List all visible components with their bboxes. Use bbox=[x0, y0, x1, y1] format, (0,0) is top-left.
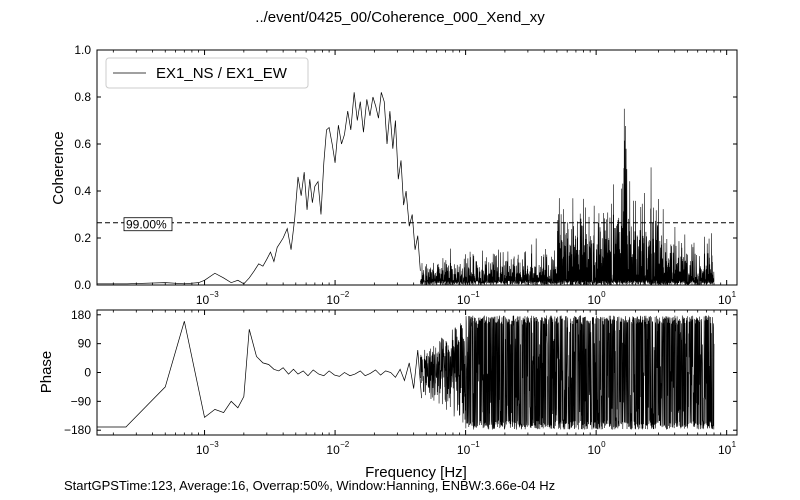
bot-ytick-label: 0 bbox=[84, 366, 91, 380]
x-axis-label: Frequency [Hz] bbox=[365, 464, 467, 481]
top-xtick-label: 10 bbox=[326, 293, 340, 307]
legend: EX1_NS / EX1_EW bbox=[105, 57, 309, 89]
legend-entry: EX1_NS / EX1_EW bbox=[156, 65, 288, 82]
top-ytick-label: 0.4 bbox=[74, 184, 91, 198]
coherence-noise-trace bbox=[420, 108, 715, 286]
top-xtick-exponent: 1 bbox=[732, 290, 737, 299]
threshold-label-box bbox=[123, 217, 173, 232]
top-ytick-label: 0.6 bbox=[74, 137, 91, 151]
coherence-panel: 99.00% 0.00.20.40.60.81.010 −3 10 −2 10 −1 10 0… bbox=[50, 43, 738, 307]
top-ytick-label: 0.8 bbox=[74, 90, 91, 104]
top-xtick-exponent: −1 bbox=[471, 290, 481, 299]
top-xtick-label: 10 bbox=[196, 293, 210, 307]
bot-series-line bbox=[97, 321, 422, 428]
top-ytick-label: 0.0 bbox=[74, 278, 91, 292]
bot-xtick-exponent: −2 bbox=[340, 440, 350, 449]
bot-xtick-exponent: 1 bbox=[732, 440, 737, 449]
bot-xtick-exponent: −3 bbox=[210, 440, 220, 449]
top-ytick-label: 1.0 bbox=[74, 43, 91, 57]
bot-ytick-label: 180 bbox=[71, 308, 91, 322]
top-xtick-exponent: −2 bbox=[340, 290, 350, 299]
top-xtick-exponent: 0 bbox=[601, 290, 606, 299]
bot-ytick-label: −90 bbox=[71, 394, 92, 408]
figure-title: ../event/0425_00/Coherence_000_Xend_xy bbox=[255, 9, 545, 26]
threshold-label: 99.00% bbox=[126, 218, 167, 232]
bot-ytick-label: 90 bbox=[78, 337, 92, 351]
bot-xtick-exponent: −1 bbox=[471, 440, 481, 449]
phase-noise-trace bbox=[420, 315, 715, 430]
top-ytick-label: 0.2 bbox=[74, 231, 91, 245]
bot-xtick-label: 10 bbox=[326, 443, 340, 457]
top-series-line bbox=[97, 92, 421, 285]
top-xtick-label: 10 bbox=[457, 293, 471, 307]
top-plot-frame bbox=[96, 49, 738, 286]
bot-xtick-label: 10 bbox=[718, 443, 732, 457]
footer-info: StartGPSTime:123, Average:16, Overrap:50… bbox=[64, 478, 555, 493]
legend-box bbox=[105, 57, 309, 89]
phase-ylabel: Phase bbox=[38, 351, 55, 394]
top-series-line-dense bbox=[420, 108, 715, 286]
bot-series-line-dense bbox=[420, 315, 715, 430]
coherence-ylabel: Coherence bbox=[50, 131, 67, 204]
bot-xtick-label: 10 bbox=[457, 443, 471, 457]
bot-xtick-label: 10 bbox=[587, 443, 601, 457]
bot-ytick-label: −180 bbox=[64, 423, 91, 437]
top-xtick-exponent: −3 bbox=[210, 290, 220, 299]
top-xtick-label: 10 bbox=[718, 293, 732, 307]
bot-xtick-label: 10 bbox=[196, 443, 210, 457]
bot-xtick-exponent: 0 bbox=[601, 440, 606, 449]
top-xtick-label: 10 bbox=[587, 293, 601, 307]
